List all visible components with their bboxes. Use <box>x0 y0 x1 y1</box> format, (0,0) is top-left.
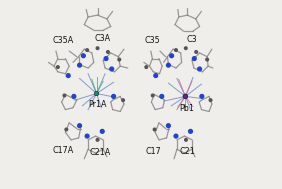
Circle shape <box>65 128 68 131</box>
Circle shape <box>56 66 59 68</box>
Text: C35A: C35A <box>52 36 74 45</box>
Text: C17A: C17A <box>53 146 74 155</box>
Circle shape <box>96 139 99 141</box>
Circle shape <box>112 94 116 98</box>
Circle shape <box>104 57 108 60</box>
Circle shape <box>160 94 164 98</box>
Circle shape <box>96 47 99 50</box>
Circle shape <box>200 94 204 98</box>
Circle shape <box>94 91 99 96</box>
Circle shape <box>206 58 208 61</box>
Text: C21: C21 <box>179 147 195 156</box>
Circle shape <box>63 94 66 97</box>
Text: C35: C35 <box>144 36 160 45</box>
Circle shape <box>209 99 212 101</box>
Circle shape <box>166 124 170 128</box>
Circle shape <box>185 139 187 141</box>
Circle shape <box>110 67 114 71</box>
Circle shape <box>72 94 76 98</box>
Circle shape <box>85 134 89 138</box>
Circle shape <box>145 66 147 68</box>
Text: Pb1: Pb1 <box>179 104 194 113</box>
Circle shape <box>118 58 121 61</box>
Circle shape <box>81 54 85 58</box>
Circle shape <box>78 63 81 67</box>
Circle shape <box>151 94 154 97</box>
Text: C21A: C21A <box>90 148 111 157</box>
Circle shape <box>122 99 124 101</box>
Circle shape <box>175 49 177 51</box>
Text: C3: C3 <box>187 35 197 44</box>
Circle shape <box>198 67 201 71</box>
Text: Pr1A: Pr1A <box>88 100 106 109</box>
Circle shape <box>174 134 178 138</box>
Circle shape <box>170 54 173 58</box>
Circle shape <box>189 129 192 133</box>
Circle shape <box>192 57 196 60</box>
Circle shape <box>154 74 158 77</box>
Circle shape <box>100 129 104 133</box>
Circle shape <box>195 51 197 53</box>
Circle shape <box>183 94 188 99</box>
Circle shape <box>184 47 187 50</box>
Circle shape <box>153 128 156 131</box>
Circle shape <box>107 51 109 53</box>
Circle shape <box>78 124 81 128</box>
Text: C17: C17 <box>146 147 161 156</box>
Circle shape <box>166 63 170 67</box>
Circle shape <box>66 74 70 77</box>
Text: C3A: C3A <box>94 34 110 43</box>
Circle shape <box>86 49 89 51</box>
